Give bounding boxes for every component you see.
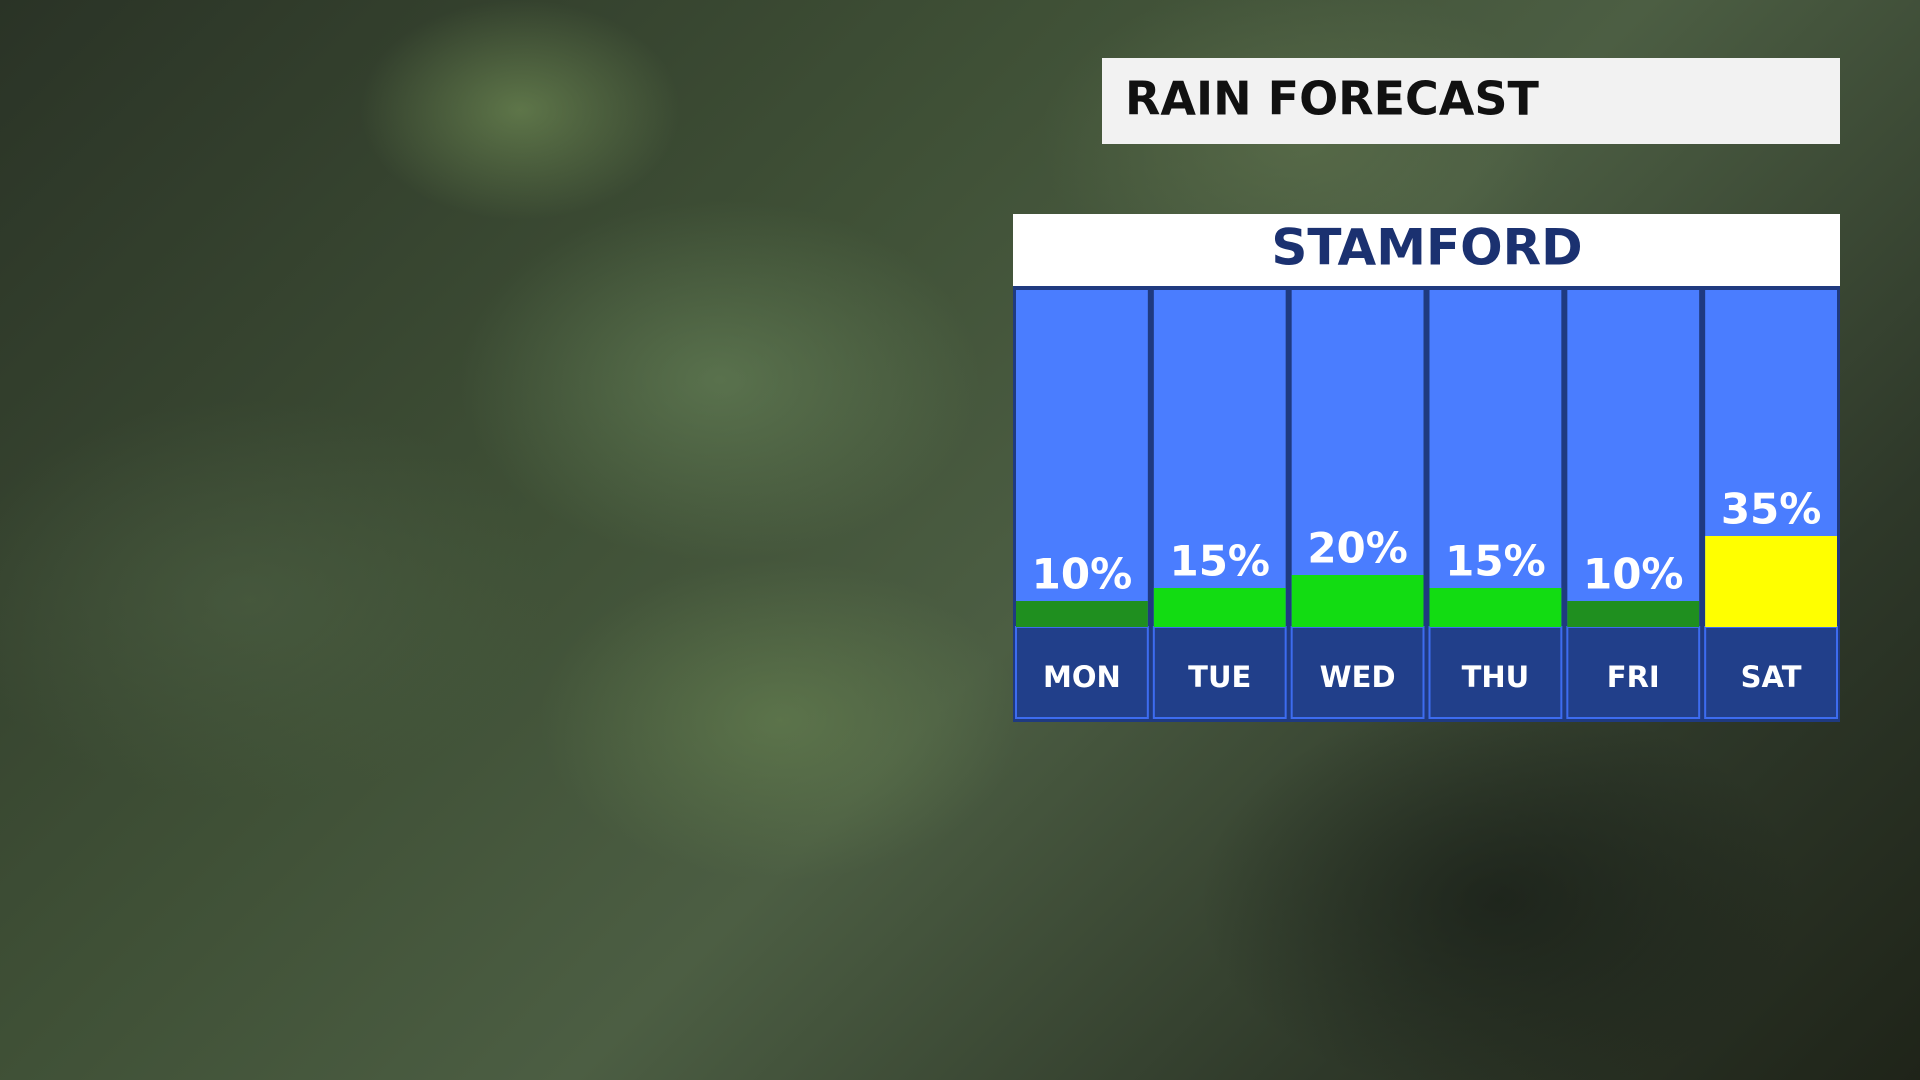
chart-title: RAIN FORECAST — [1125, 72, 1540, 126]
x-tick-label: THU — [1462, 660, 1530, 694]
day-band — [1152, 626, 1287, 719]
chart-subtitle: STAMFORD — [1271, 219, 1582, 277]
x-tick-label: WED — [1320, 660, 1396, 694]
bar — [1153, 588, 1286, 627]
bar — [1291, 575, 1424, 627]
panel — [1013, 286, 1840, 722]
bar — [1016, 601, 1148, 627]
column — [1429, 290, 1562, 627]
day-band — [1704, 626, 1838, 719]
bar — [1567, 601, 1700, 627]
x-tick-label: SAT — [1741, 660, 1802, 694]
bar — [1705, 536, 1837, 627]
value-label: 15% — [1445, 537, 1546, 586]
x-tick-label: TUE — [1188, 660, 1251, 694]
column — [1016, 290, 1148, 627]
day-band — [1015, 626, 1149, 719]
title-box — [1102, 58, 1840, 144]
value-label: 20% — [1307, 524, 1408, 573]
value-label: 35% — [1721, 485, 1822, 534]
bar — [1429, 588, 1562, 627]
value-label: 10% — [1583, 550, 1684, 599]
column — [1291, 290, 1424, 627]
x-tick-label: FRI — [1607, 660, 1660, 694]
column — [1153, 290, 1286, 627]
column — [1567, 290, 1700, 627]
subtitle-box — [1013, 214, 1840, 286]
value-label: 15% — [1169, 537, 1270, 586]
value-label: 10% — [1032, 550, 1133, 599]
x-tick-label: MON — [1043, 660, 1121, 694]
